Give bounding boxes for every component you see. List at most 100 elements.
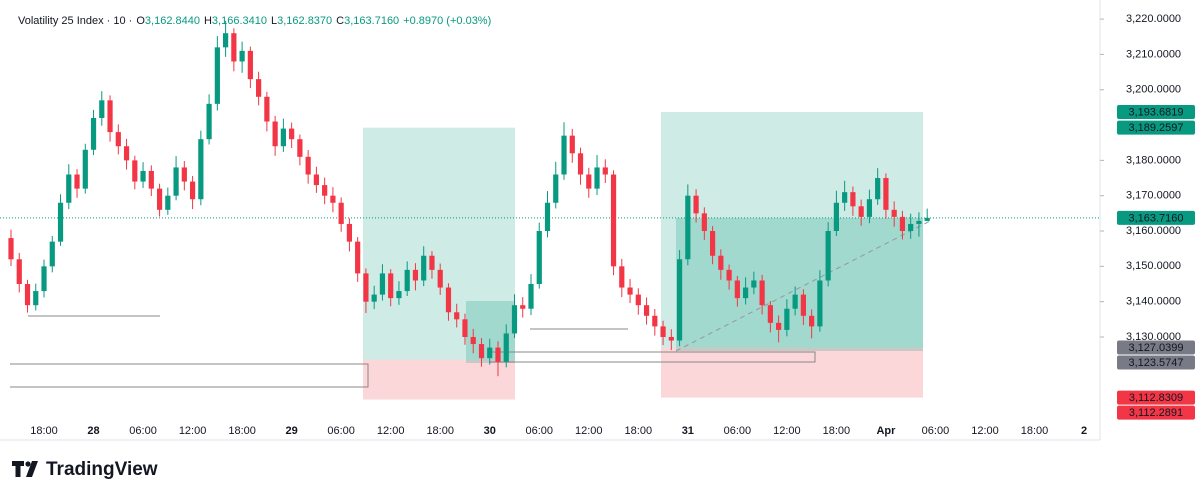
candle-body [478, 344, 485, 359]
candle-body [305, 156, 311, 175]
candle-body [495, 347, 501, 362]
price-label: 3,189.2597 [1128, 122, 1183, 134]
candle-body [272, 121, 278, 147]
candle-body [883, 178, 889, 210]
candle-body [363, 273, 369, 302]
candle-body [82, 149, 88, 189]
candle-body [33, 291, 39, 306]
price-label-box [1117, 105, 1195, 120]
candle-body [115, 132, 121, 147]
candle-body [676, 259, 683, 341]
candle-body [454, 312, 460, 320]
candle-body [107, 100, 113, 133]
candle-body [173, 167, 179, 196]
candle-body [421, 255, 427, 281]
candle-body [767, 305, 773, 323]
candle-body [156, 188, 163, 210]
ohlc-value: 3,162.8370 [277, 15, 332, 27]
drawings-back: 3,130.0000 3,140.0000 3,150.0000 3,160.0000… [0, 0, 1181, 441]
candle-body [916, 220, 922, 224]
candle-body [544, 202, 551, 232]
candle-body [445, 287, 452, 313]
candles [8, 20, 930, 377]
candle-body [412, 269, 419, 281]
candle-body [289, 128, 295, 140]
candle-body [627, 287, 633, 295]
candle-body [569, 135, 575, 154]
candle-body [899, 216, 906, 232]
candle-body [247, 50, 253, 80]
trend-line [675, 219, 933, 352]
x-tick-label: 18:00 [823, 425, 851, 437]
candle-body [487, 347, 493, 359]
candle-body [817, 280, 823, 327]
x-tick-label: 18:00 [30, 425, 58, 437]
y-tick-label: 3,150.0000 [1126, 260, 1181, 272]
candle-body [148, 170, 154, 189]
x-tick-label: 18:00 [228, 425, 256, 437]
x-tick-label: 12:00 [575, 425, 603, 437]
ohlc-label: O [136, 15, 145, 27]
candle-body [577, 153, 584, 175]
candle-body [470, 336, 476, 345]
symbol-title: Volatility 25 Index · 10 · [18, 15, 132, 27]
candle-body [503, 333, 509, 362]
x-tick-label: 12:00 [971, 425, 999, 437]
price-label-box [1117, 390, 1195, 405]
y-tick-label: 3,160.0000 [1126, 225, 1181, 237]
candle-body [792, 294, 798, 309]
ohlc-label: H [204, 15, 212, 27]
brand-name: TradingView [46, 459, 158, 480]
price-label: 3,112.8309 [1129, 392, 1183, 404]
x-tick-label: 2 [1081, 425, 1087, 437]
candle-body [751, 280, 757, 288]
candle-body [685, 195, 691, 260]
candle-body [462, 319, 468, 337]
price-label-box [1117, 120, 1195, 135]
candle-body [668, 336, 674, 341]
candle-body [784, 308, 790, 330]
x-tick-label: 29 [286, 425, 298, 437]
price-label-box [1117, 210, 1195, 225]
candle-body [536, 231, 542, 285]
candle-body [239, 50, 245, 62]
x-tick-label: 06:00 [129, 425, 157, 437]
y-tick-label: 3,130.0000 [1126, 331, 1181, 343]
x-tick-label: 18:00 [1021, 425, 1049, 437]
y-tick-label: 3,140.0000 [1126, 296, 1181, 308]
price-label: 3,112.2891 [1129, 407, 1183, 419]
candle-body [833, 202, 839, 232]
candle-body [66, 174, 72, 203]
price-label: 3,123.5747 [1128, 357, 1183, 369]
candle-body [809, 315, 815, 327]
target-zone [363, 127, 515, 360]
x-tick-label: 12:00 [377, 425, 405, 437]
candle-body [709, 231, 716, 256]
x-tick-label: Apr [876, 425, 896, 437]
x-tick-label: 12:00 [773, 425, 801, 437]
candle-body [99, 100, 105, 118]
candle-body [346, 223, 353, 242]
ohlc-label: L [271, 15, 277, 27]
candle-body [297, 139, 303, 157]
candle-body [875, 178, 881, 200]
candle-body [74, 174, 80, 189]
candle-body [355, 241, 361, 274]
candle-body [660, 326, 666, 337]
candle-body [429, 255, 435, 270]
candle-body [693, 195, 699, 214]
candle-body [214, 47, 220, 104]
candle-body [189, 181, 196, 200]
logo-mark [26, 461, 38, 477]
candle-body [643, 305, 650, 316]
candle-body [396, 291, 402, 299]
x-tick-label: 18:00 [625, 425, 653, 437]
candle-body [825, 231, 831, 281]
y-tick-label: 3,170.0000 [1126, 190, 1181, 202]
candle-body [223, 33, 229, 48]
candle-body [313, 174, 319, 186]
legend-header: Volatility 25 Index · 10 · O3,162.8440 H3,… [18, 15, 491, 27]
